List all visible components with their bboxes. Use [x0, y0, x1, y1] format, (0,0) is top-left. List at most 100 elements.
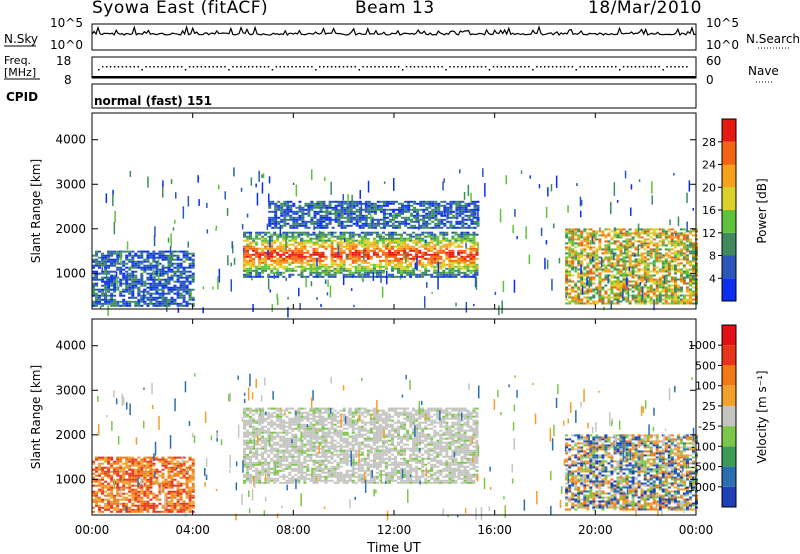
data-cell — [667, 228, 671, 231]
nave-dot — [283, 66, 285, 68]
data-cell — [289, 204, 293, 207]
data-cell — [276, 239, 280, 242]
data-cell — [249, 273, 253, 276]
data-cell — [692, 254, 696, 257]
data-cell — [661, 284, 665, 287]
data-cell — [685, 270, 689, 273]
data-cell — [676, 236, 680, 239]
data-cell — [437, 202, 441, 205]
data-cell — [243, 235, 247, 238]
data-cell — [267, 439, 271, 442]
data-cell — [448, 265, 452, 268]
data-cell — [255, 233, 259, 236]
data-cell — [388, 237, 392, 240]
data-cell — [415, 273, 419, 276]
data-cell — [397, 259, 401, 262]
data-cell — [304, 226, 308, 229]
data-cell — [427, 243, 431, 246]
data-cell — [282, 453, 286, 456]
data-cell — [589, 258, 593, 261]
data-cell — [628, 264, 632, 267]
data-cell — [409, 275, 413, 278]
data-cell — [267, 473, 271, 476]
data-cell — [243, 265, 247, 268]
data-cell — [547, 187, 549, 197]
data-cell — [158, 250, 162, 253]
data-cell — [646, 238, 650, 241]
data-cell — [667, 270, 671, 273]
data-cell — [264, 233, 268, 236]
data-cell — [131, 266, 135, 269]
data-cell — [363, 239, 367, 242]
data-cell — [276, 435, 280, 438]
data-cell — [176, 258, 180, 261]
data-cell — [637, 296, 641, 299]
data-cell — [540, 227, 543, 236]
data-cell — [580, 260, 584, 263]
data-cell — [637, 274, 641, 277]
data-cell — [273, 407, 277, 410]
data-cell — [592, 236, 596, 239]
data-cell — [270, 433, 274, 436]
data-cell — [279, 463, 283, 466]
data-cell — [637, 236, 641, 239]
data-cell — [424, 243, 428, 246]
data-cell — [649, 274, 653, 277]
data-cell — [274, 210, 278, 213]
data-cell — [249, 425, 253, 428]
data-cell — [616, 294, 620, 297]
data-cell — [330, 263, 334, 266]
data-cell — [349, 214, 353, 217]
data-cell — [155, 274, 159, 277]
data-cell — [622, 258, 626, 261]
data-cell — [95, 264, 99, 267]
data-cell — [610, 292, 614, 295]
data-cell — [261, 445, 265, 448]
data-cell — [565, 290, 569, 293]
data-cell — [167, 304, 171, 307]
data-cell — [276, 425, 280, 428]
data-cell — [104, 276, 108, 279]
data-cell — [622, 232, 626, 235]
data-cell — [649, 252, 653, 255]
data-cell — [126, 241, 129, 250]
data-cell — [437, 224, 441, 227]
data-cell — [155, 300, 159, 303]
data-cell — [101, 294, 105, 297]
data-cell — [425, 224, 429, 227]
nave-dot — [358, 69, 360, 71]
nave-dot — [165, 66, 167, 68]
data-cell — [670, 264, 674, 267]
data-cell — [586, 244, 590, 247]
data-cell — [164, 296, 168, 299]
data-cell — [128, 272, 132, 275]
data-cell — [158, 292, 162, 295]
data-cell — [458, 206, 462, 209]
data-cell — [634, 228, 638, 231]
data-cell — [360, 203, 363, 217]
data-cell — [324, 267, 328, 270]
data-cell — [394, 265, 398, 268]
data-cell — [300, 237, 304, 240]
data-cell — [351, 231, 355, 234]
data-cell — [424, 247, 428, 250]
data-cell — [131, 256, 135, 259]
data-cell — [630, 184, 633, 190]
data-cell — [113, 294, 117, 297]
data-cell — [268, 222, 272, 225]
data-cell — [637, 298, 641, 301]
data-cell — [607, 288, 611, 291]
data-cell — [673, 252, 677, 255]
data-cell — [571, 230, 575, 233]
data-cell — [464, 222, 468, 225]
data-cell — [307, 220, 311, 223]
data-cell — [422, 222, 426, 225]
data-cell — [664, 292, 668, 295]
data-cell — [146, 286, 150, 289]
data-cell — [349, 224, 353, 227]
data-cell — [424, 235, 428, 238]
data-cell — [249, 269, 253, 272]
data-cell — [595, 270, 599, 273]
data-cell — [589, 260, 593, 263]
data-cell — [655, 294, 659, 297]
